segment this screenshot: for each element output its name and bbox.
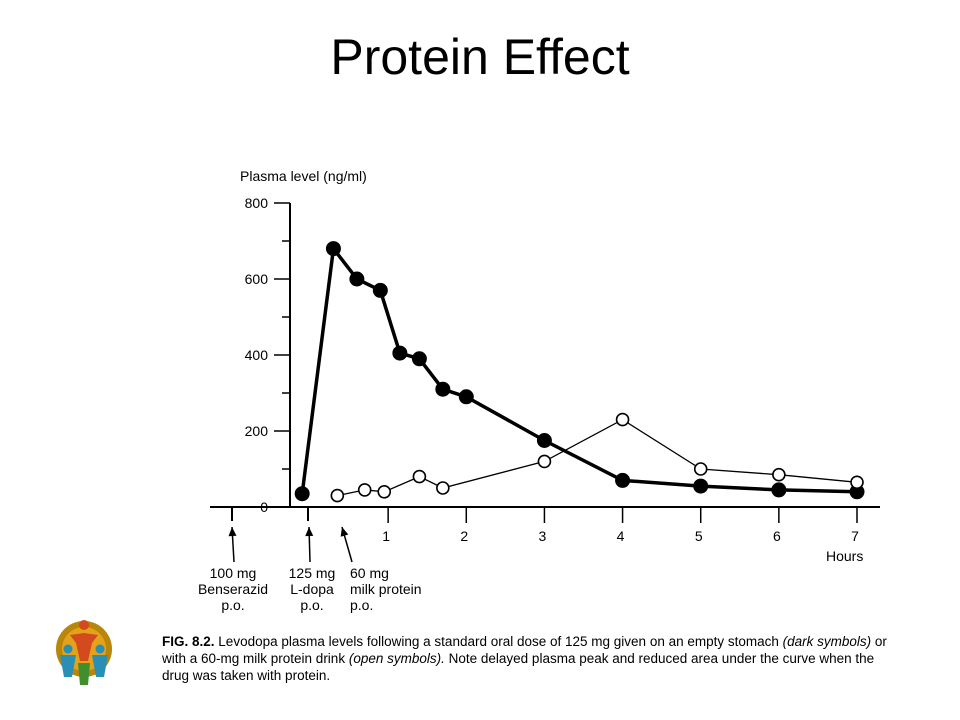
dose-benserazid-name: Benserazid	[197, 581, 269, 597]
caption-part2: or with a 60-mg milk protein drink	[162, 634, 887, 666]
data-point-open	[772, 467, 786, 482]
dose-label-milk-protein: 60 mg milk protein p.o.	[350, 565, 422, 613]
x-tick-label: 6	[773, 528, 781, 544]
data-point-open	[693, 462, 708, 476]
dose-milk-name: milk protein	[350, 581, 422, 597]
x-tick-label: 2	[460, 528, 468, 544]
y-tick-label: 200	[245, 423, 269, 439]
dose-ldopa-amount: 125 mg	[288, 565, 336, 581]
data-point-filled	[294, 486, 310, 502]
x-tick-label: 1	[382, 528, 390, 544]
data-point-open	[615, 412, 630, 427]
y-tick-label: 600	[245, 271, 269, 287]
y-tick-label: 400	[245, 347, 269, 363]
data-point-open	[850, 475, 864, 490]
data-point-filled	[771, 482, 787, 498]
data-point-open	[436, 481, 450, 495]
caption-open-symbols: (open symbols).	[348, 651, 445, 666]
x-tick-label: 5	[695, 528, 703, 544]
dose-milk-amount: 60 mg	[350, 565, 389, 581]
dose-benserazid-amount: 100 mg	[209, 565, 257, 581]
data-point-filled	[372, 282, 388, 298]
caption-part3: Note delayed plasma peak and reduced are…	[162, 651, 875, 683]
dose-ldopa-route: p.o.	[300, 597, 324, 613]
data-point-filled	[615, 472, 631, 488]
dose-arrow-milk-head	[340, 527, 349, 537]
dose-arrow-ldopa-head	[305, 527, 314, 537]
x-tick-label: 7	[851, 528, 859, 544]
caption-dark-symbols: (dark symbols)	[782, 634, 872, 649]
dose-milk-route: p.o.	[350, 597, 374, 613]
data-point-filled	[325, 241, 341, 257]
x-tick-label: 4	[617, 528, 625, 544]
data-point-filled	[411, 351, 427, 367]
people-group-logo-icon	[52, 615, 116, 691]
data-point-filled	[392, 345, 408, 361]
series-milk-protein-line	[337, 418, 858, 497]
dose-ldopa-name: L-dopa	[290, 581, 334, 597]
caption-part1: Levodopa plasma levels following a stand…	[218, 634, 783, 649]
data-point-filled	[349, 271, 365, 287]
y-axis-label: Plasma level (ng/ml)	[240, 168, 367, 184]
data-point-filled	[536, 433, 552, 448]
dose-label-benserazid: 100 mg Benserazid p.o.	[190, 565, 276, 613]
x-tick-label: 3	[539, 528, 547, 544]
data-point-open	[377, 484, 392, 499]
x-axis-label: Hours	[826, 548, 864, 564]
figure-caption: FIG. 8.2. Levodopa plasma levels followi…	[162, 633, 902, 684]
dose-arrow-benserazid-head	[228, 527, 237, 537]
data-point-filled	[458, 389, 474, 405]
data-point-filled	[693, 478, 709, 494]
caption-fig-label: FIG. 8.2.	[162, 634, 215, 649]
dose-label-ldopa: 125 mg L-dopa p.o.	[280, 565, 344, 613]
y-tick-label: 800	[245, 195, 269, 211]
y-tick-label: 0	[260, 499, 268, 515]
data-point-open	[330, 488, 345, 503]
data-point-filled	[435, 381, 451, 397]
slide-title: Protein Effect	[330, 29, 630, 85]
dose-benserazid-route: p.o.	[221, 597, 245, 613]
data-point-open	[357, 483, 372, 497]
data-point-open	[412, 469, 427, 484]
data-point-open	[537, 454, 552, 469]
